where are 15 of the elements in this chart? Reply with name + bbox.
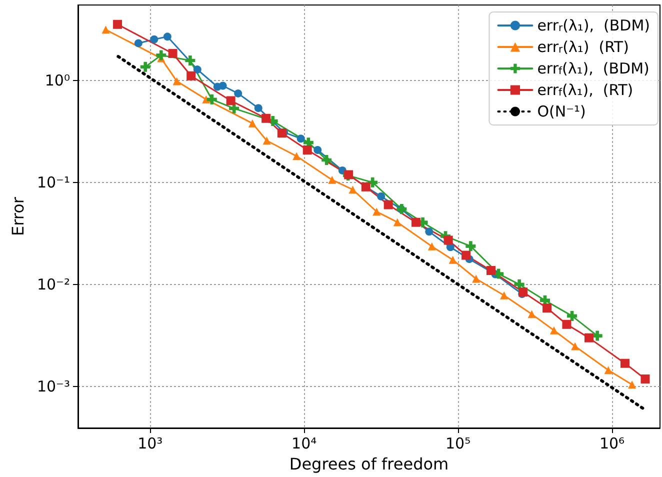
y-axis-title: Error bbox=[8, 196, 28, 236]
x-tick-label: 10⁵ bbox=[445, 434, 471, 452]
y-tick-label: 10⁻¹ bbox=[36, 173, 70, 192]
legend-label: errf(λ₁), (BDM) bbox=[537, 60, 650, 78]
y-tick-label: 10⁻² bbox=[36, 275, 70, 294]
x-tick-label: 10⁴ bbox=[292, 434, 317, 452]
x-tick-label: 10⁶ bbox=[599, 434, 625, 452]
x-tick-label: 10³ bbox=[138, 434, 163, 452]
legend-label: errr(λ₁) (RT) bbox=[537, 38, 629, 56]
legend-label: errf(λ₁), (RT) bbox=[537, 81, 634, 99]
legend-label: O(N⁻¹) bbox=[537, 102, 586, 120]
y-tick-label: 10⁰ bbox=[44, 71, 70, 90]
x-axis-title: Degrees of freedom bbox=[289, 454, 449, 474]
y-tick-label: 10⁻³ bbox=[36, 377, 70, 396]
legend-label: errr(λ₁), (BDM) bbox=[537, 16, 650, 34]
